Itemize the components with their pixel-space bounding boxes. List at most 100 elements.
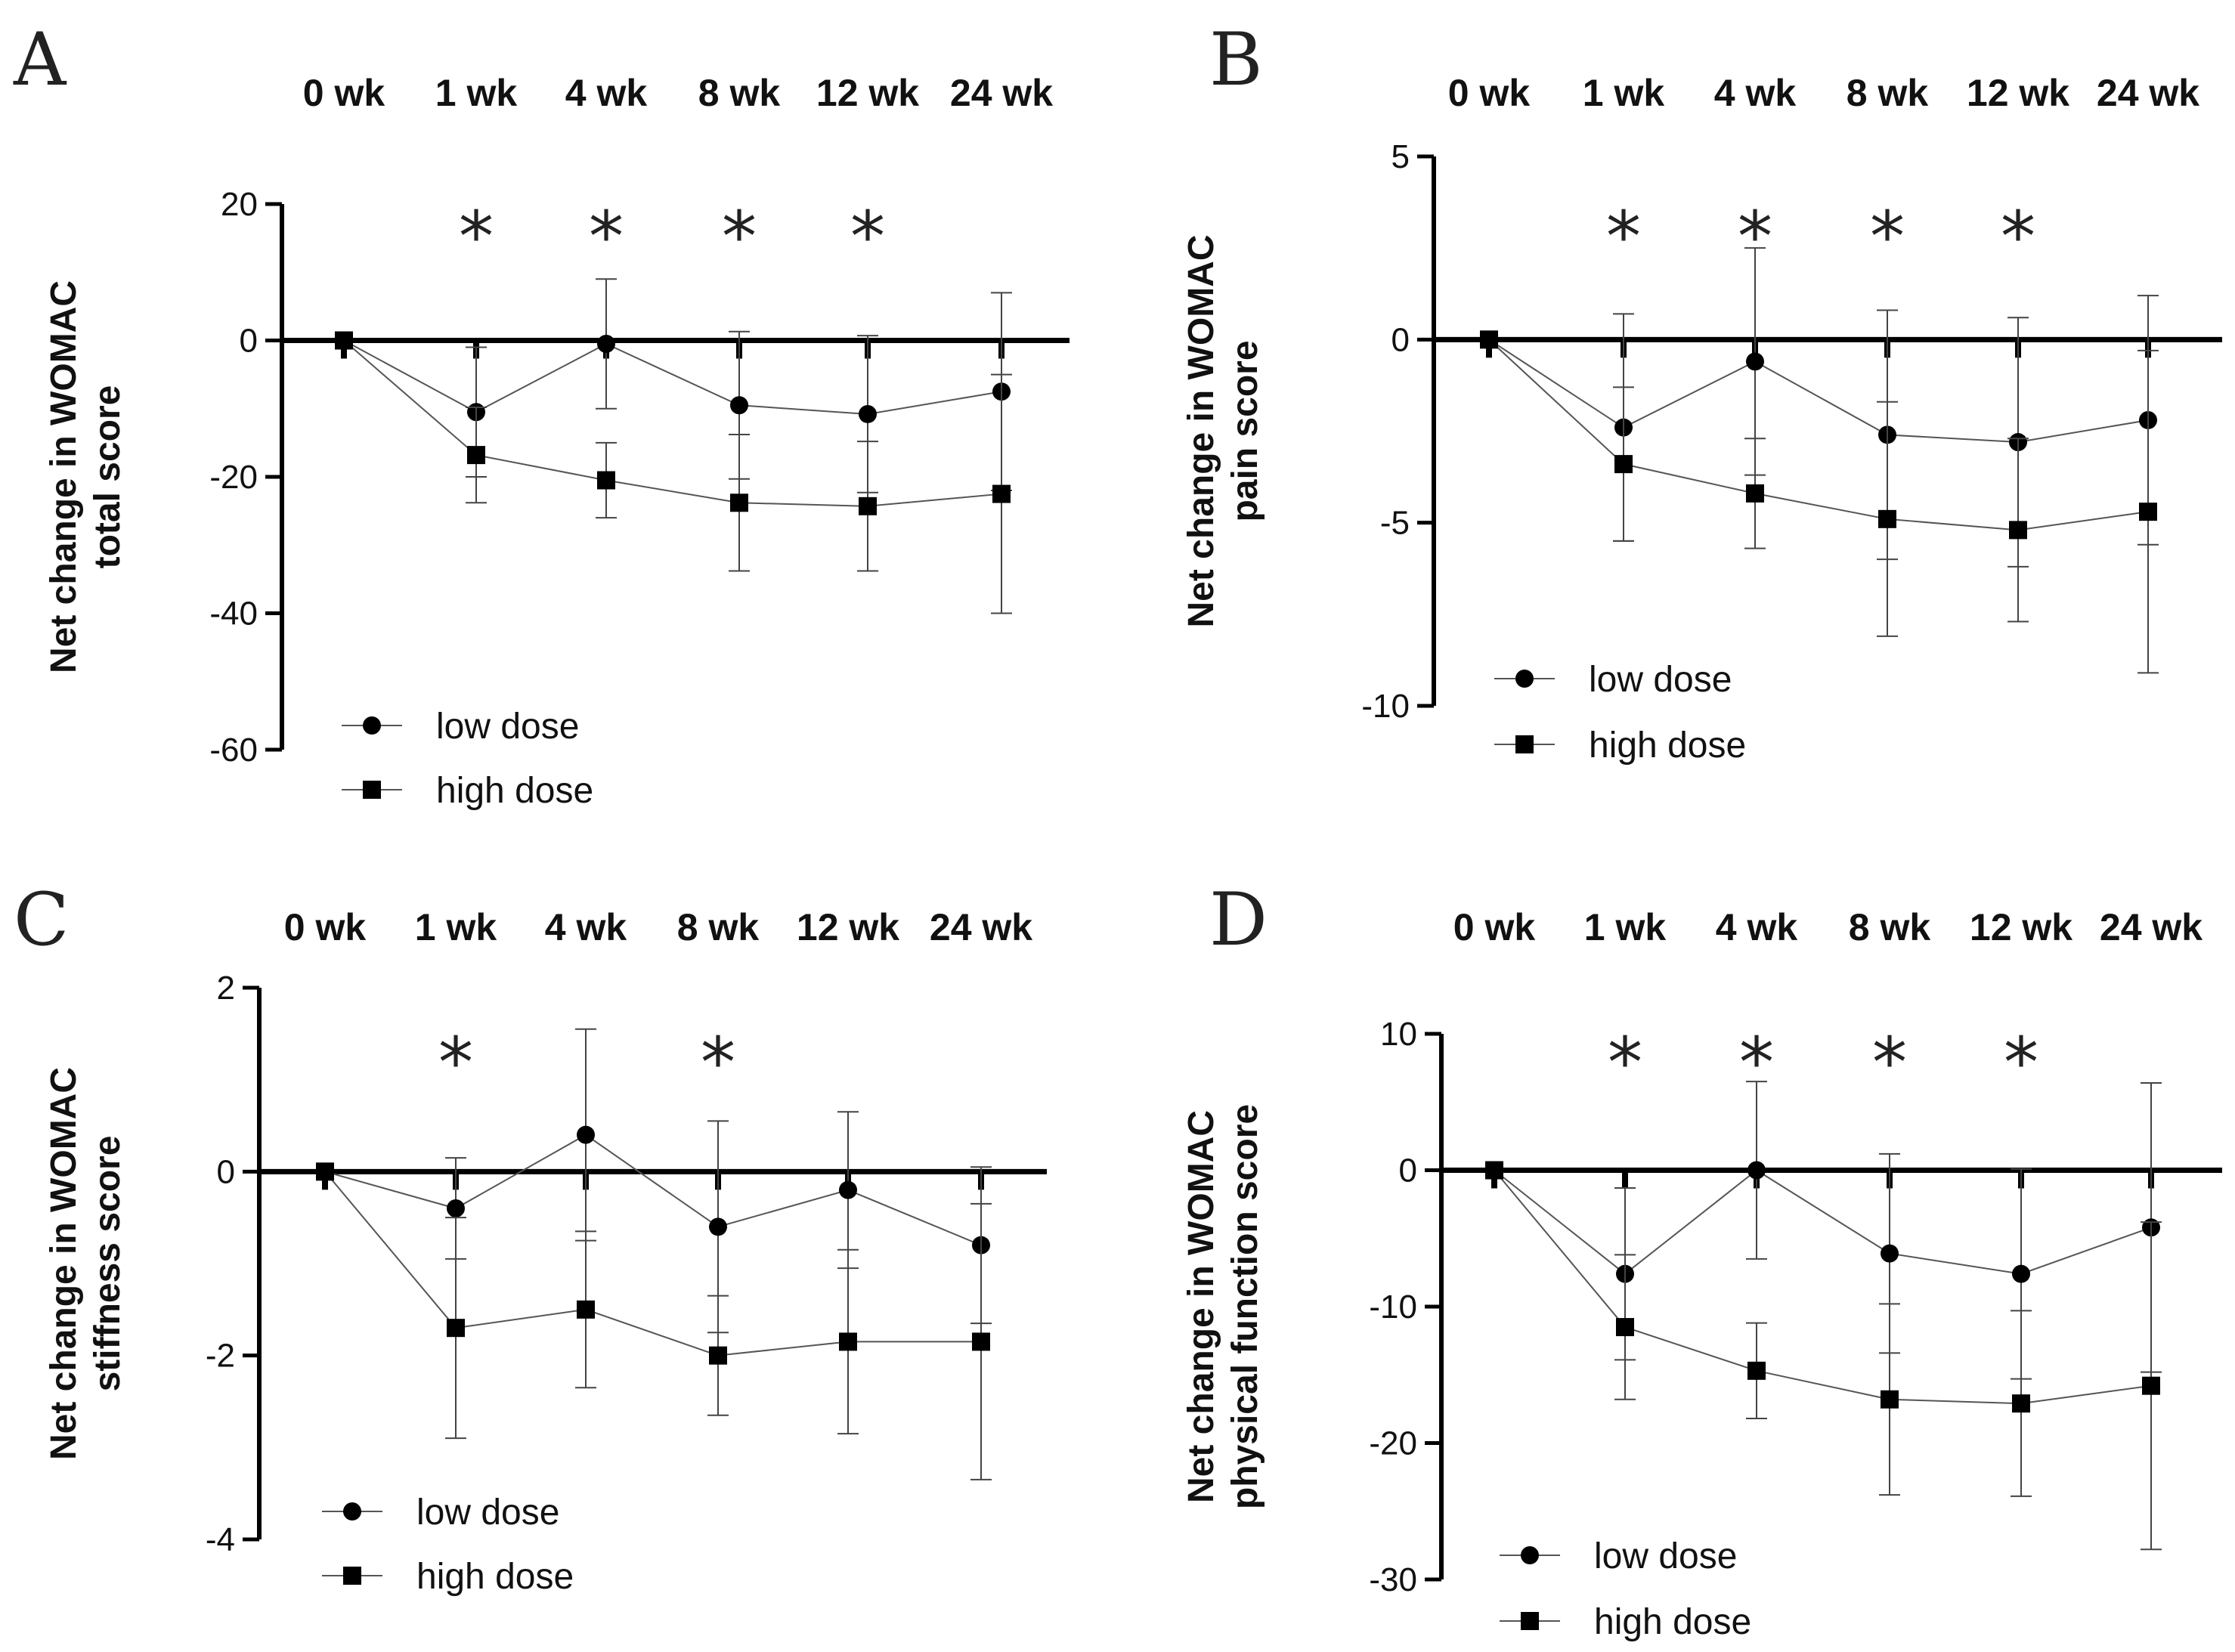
legend-label-low-dose: low dose (1589, 660, 1732, 700)
timepoint-label: 0 wk (284, 906, 367, 948)
timepoint-label: 4 wk (1714, 72, 1797, 114)
legend-label-high-dose: high dose (1589, 725, 1746, 766)
legend-label-low-dose: low dose (416, 1493, 559, 1533)
y-tick-label: 20 (221, 186, 258, 223)
data-point-circle (839, 1180, 857, 1199)
legend-marker-square (363, 781, 381, 799)
timepoint-label: 8 wk (698, 72, 781, 114)
timepoint-label: 8 wk (1847, 72, 1929, 114)
data-point-circle (709, 1217, 727, 1236)
legend-label-high-dose: high dose (416, 1557, 574, 1597)
significance-star: * (2004, 1022, 2038, 1103)
y-axis-label-line: stiffness score (88, 1136, 128, 1392)
data-point-square (316, 1162, 334, 1181)
data-point-square (1878, 509, 1896, 528)
y-tick-label: -20 (209, 459, 258, 496)
significance-star: * (1606, 196, 1641, 277)
y-tick-label: 0 (1391, 321, 1410, 358)
y-tick-label: -10 (1369, 1288, 1417, 1326)
data-point-square (709, 1346, 727, 1365)
series-line (324, 1171, 981, 1357)
timepoint-label: 0 wk (1453, 906, 1536, 948)
series-line (1488, 339, 2149, 444)
chart-panel-c: 0 wk 1 wk 4 wk 8 wk 12 wk 24 wk 2 0 -2 -4 Net chan… (44, 906, 1047, 1597)
timepoint-label: 12 wk (1967, 72, 2069, 114)
timepoint-label: 24 wk (2097, 72, 2199, 114)
legend-label-high-dose: high dose (1594, 1602, 1751, 1642)
legend-marker-square (1515, 735, 1534, 753)
chart-panel-b: 0 wk 1 wk 4 wk 8 wk 12 wk 24 wk 5 0 -5 -10 Net cha… (1181, 72, 2222, 766)
data-point-circle (859, 404, 877, 423)
significance-star: * (1872, 1022, 1907, 1103)
y-tick-label: -2 (206, 1338, 235, 1375)
data-point-square (972, 1332, 990, 1351)
y-axis-label-line: total score (88, 385, 128, 569)
data-point-square (335, 331, 353, 350)
timepoint-label: 1 wk (1584, 906, 1667, 948)
series-line (324, 1134, 982, 1246)
data-point-square (467, 446, 485, 465)
legend-marker-square (343, 1567, 361, 1585)
y-tick-label: -5 (1380, 505, 1410, 542)
panel-letter-d: D (1209, 877, 1268, 962)
data-point-circle (447, 1199, 465, 1217)
timepoint-label: 24 wk (2100, 906, 2202, 948)
y-axis-label-line: Net change in WOMAC (1181, 234, 1221, 627)
timepoint-label: 4 wk (1716, 906, 1798, 948)
legend-marker-circle (1515, 670, 1534, 688)
data-point-square (2012, 1394, 2030, 1413)
legend: low dose high dose (322, 1493, 574, 1597)
y-axis-label: Net change in WOMAC physical function sco… (1181, 1104, 1265, 1509)
data-point-square (1746, 484, 1764, 503)
y-tick-label: 0 (1399, 1152, 1417, 1190)
data-point-square (577, 1300, 595, 1319)
timepoint-label: 12 wk (816, 72, 919, 114)
y-axis-label-line: Net change in WOMAC (44, 280, 84, 673)
y-axis-label-line: Net change in WOMAC (1181, 1110, 1221, 1503)
y-tick-label: -40 (209, 596, 258, 633)
legend: low dose high dose (1500, 1536, 1751, 1642)
timepoint-label: 1 wk (1583, 72, 1665, 114)
series-line (343, 339, 1002, 507)
data-point-square (597, 471, 615, 490)
data-point-square (730, 493, 748, 512)
significance-star: * (1608, 1022, 1642, 1103)
data-point-square (1881, 1390, 1899, 1409)
legend: low dose high dose (342, 707, 593, 811)
legend-marker-circle (343, 1502, 361, 1521)
series-high-dose (1480, 330, 2159, 674)
data-point-square (1616, 1318, 1634, 1337)
series-low-dose (316, 1028, 992, 1334)
series-line (1494, 1169, 2152, 1275)
y-tick-label: -20 (1369, 1425, 1417, 1462)
data-point-circle (577, 1125, 595, 1144)
y-axis-label: Net change in WOMAC stiffness score (44, 1067, 128, 1460)
series-line (343, 339, 1002, 415)
timepoint-label: 24 wk (930, 906, 1032, 948)
data-point-square (2142, 1376, 2160, 1395)
significance-star: * (589, 196, 624, 277)
y-axis-label: Net change in WOMAC pain score (1181, 234, 1265, 627)
data-point-circle (1747, 1161, 1766, 1180)
data-point-square (1480, 330, 1498, 349)
data-point-circle (1881, 1244, 1899, 1263)
y-axis-label-line: pain score (1225, 340, 1265, 521)
series-low-dose (1480, 247, 2159, 568)
data-point-square (2009, 521, 2027, 540)
significance-star: * (701, 1022, 735, 1103)
data-point-circle (1746, 352, 1764, 371)
significance-star: * (438, 1022, 473, 1103)
y-axis-label-line: Net change in WOMAC (44, 1067, 84, 1460)
timepoint-label: 1 wk (415, 906, 497, 948)
significance-star: * (2001, 196, 2035, 277)
data-point-square (859, 497, 877, 515)
timepoint-label: 4 wk (545, 906, 627, 948)
legend-marker-square (1521, 1612, 1539, 1630)
timepoint-label: 1 wk (435, 72, 518, 114)
series-high-dose (1485, 1161, 2162, 1551)
series-low-dose (335, 278, 1012, 493)
panel-letter-c: C (14, 877, 69, 962)
timepoint-label: 8 wk (1849, 906, 1931, 948)
panel-letter-a: A (13, 17, 67, 102)
significance-star: * (722, 196, 757, 277)
